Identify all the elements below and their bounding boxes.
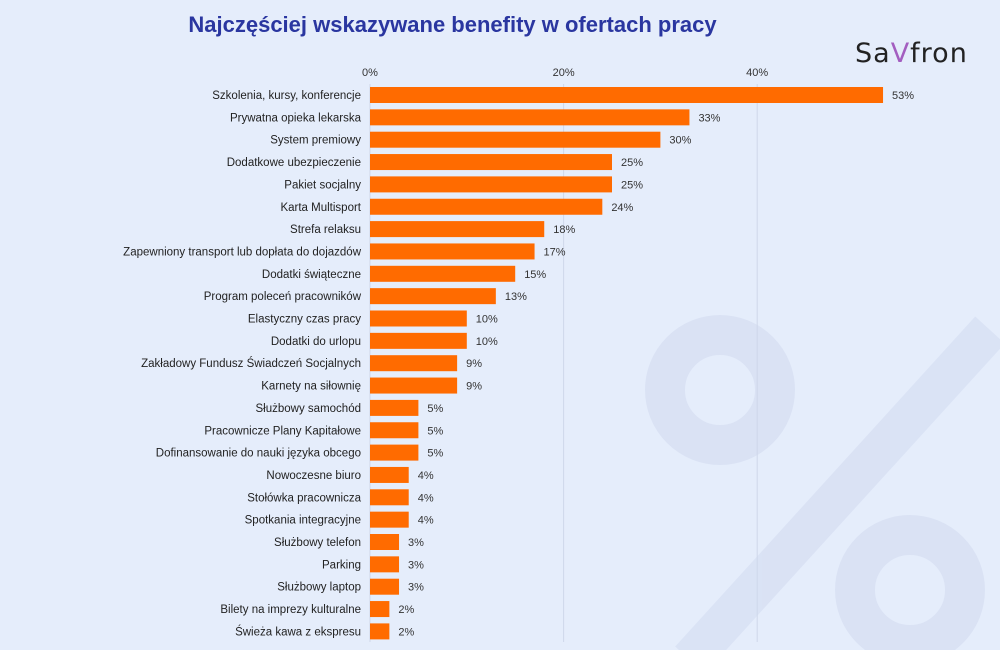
bar: [370, 489, 409, 506]
category-label: Służbowy telefon: [274, 537, 361, 549]
bar: [370, 131, 661, 148]
watermark-percent-icon: [645, 315, 1000, 650]
bar: [370, 243, 535, 260]
bar: [370, 355, 458, 372]
value-label: 3%: [408, 559, 424, 571]
category-label: Dodatkowe ubezpieczenie: [227, 157, 361, 169]
bar: [370, 422, 419, 439]
value-label: 15%: [524, 269, 546, 281]
category-label: Służbowy laptop: [277, 582, 361, 594]
value-label: 5%: [427, 403, 443, 415]
value-label: 9%: [466, 358, 482, 370]
value-label: 33%: [698, 112, 720, 124]
category-label: Stołówka pracownicza: [247, 492, 361, 504]
category-label: Pakiet socjalny: [284, 179, 361, 191]
category-label: Nowoczesne biuro: [266, 470, 361, 482]
bar: [370, 221, 545, 238]
category-label: Szkolenia, kursy, konferencje: [212, 90, 361, 102]
category-label: Program poleceń pracowników: [204, 291, 362, 303]
value-label: 4%: [418, 470, 434, 482]
bar: [370, 310, 467, 327]
value-label: 17%: [544, 246, 566, 258]
value-label: 5%: [427, 448, 443, 460]
bar: [370, 578, 400, 595]
value-label: 25%: [621, 157, 643, 169]
value-label: 10%: [476, 314, 498, 326]
value-label: 4%: [418, 515, 434, 527]
bar: [370, 332, 467, 349]
bar: [370, 444, 419, 461]
x-tick-label: 0%: [362, 67, 378, 79]
bar: [370, 87, 884, 103]
category-label: Służbowy samochód: [256, 403, 361, 415]
value-label: 3%: [408, 582, 424, 594]
value-label: 13%: [505, 291, 527, 303]
bar: [370, 154, 612, 171]
category-label: Karta Multisport: [280, 202, 361, 214]
value-label: 2%: [398, 604, 414, 616]
bar: [370, 109, 690, 126]
bar: [370, 623, 390, 640]
category-label: Zakładowy Fundusz Świadczeń Socjalnych: [141, 357, 361, 370]
category-label: Parking: [322, 559, 361, 571]
category-label: Prywatna opieka lekarska: [230, 112, 362, 124]
value-label: 4%: [418, 492, 434, 504]
bar: [370, 377, 458, 394]
bar: [370, 556, 400, 573]
value-label: 18%: [553, 224, 575, 236]
x-tick-label: 40%: [746, 67, 768, 79]
value-label: 24%: [611, 202, 633, 214]
chart-title: Najczęściej wskazywane benefity w oferta…: [188, 12, 717, 37]
bar: [370, 534, 400, 550]
value-label: 53%: [892, 90, 914, 102]
category-label: Elastyczny czas pracy: [248, 314, 361, 326]
category-label: Strefa relaksu: [290, 224, 361, 236]
category-label: Dofinansowanie do nauki języka obcego: [156, 448, 361, 460]
category-label: Spotkania integracyjne: [245, 515, 361, 527]
value-label: 5%: [427, 425, 443, 437]
bar: [370, 265, 516, 282]
category-label: Bilety na imprezy kulturalne: [220, 604, 361, 616]
category-label: System premiowy: [270, 135, 361, 147]
value-label: 9%: [466, 381, 482, 393]
value-label: 10%: [476, 336, 498, 348]
category-label: Świeża kawa z ekspresu: [235, 625, 361, 638]
bar: [370, 288, 496, 305]
bar: [370, 198, 603, 215]
savfron-logo: SaVfron: [855, 38, 968, 69]
value-label: 30%: [669, 135, 691, 147]
category-label: Karnety na siłownię: [261, 381, 361, 393]
x-tick-label: 20%: [553, 67, 575, 79]
bar: [370, 466, 409, 483]
value-label: 3%: [408, 537, 424, 549]
value-label: 25%: [621, 179, 643, 191]
category-label: Zapewniony transport lub dopłata do doja…: [123, 246, 362, 258]
category-label: Dodatki świąteczne: [262, 269, 361, 281]
bar: [370, 511, 409, 528]
bar: [370, 601, 390, 618]
bar: [370, 176, 612, 193]
category-label: Dodatki do urlopu: [271, 336, 361, 348]
bar: [370, 399, 419, 416]
category-label: Pracownicze Plany Kapitałowe: [204, 425, 361, 437]
value-label: 2%: [398, 626, 414, 638]
